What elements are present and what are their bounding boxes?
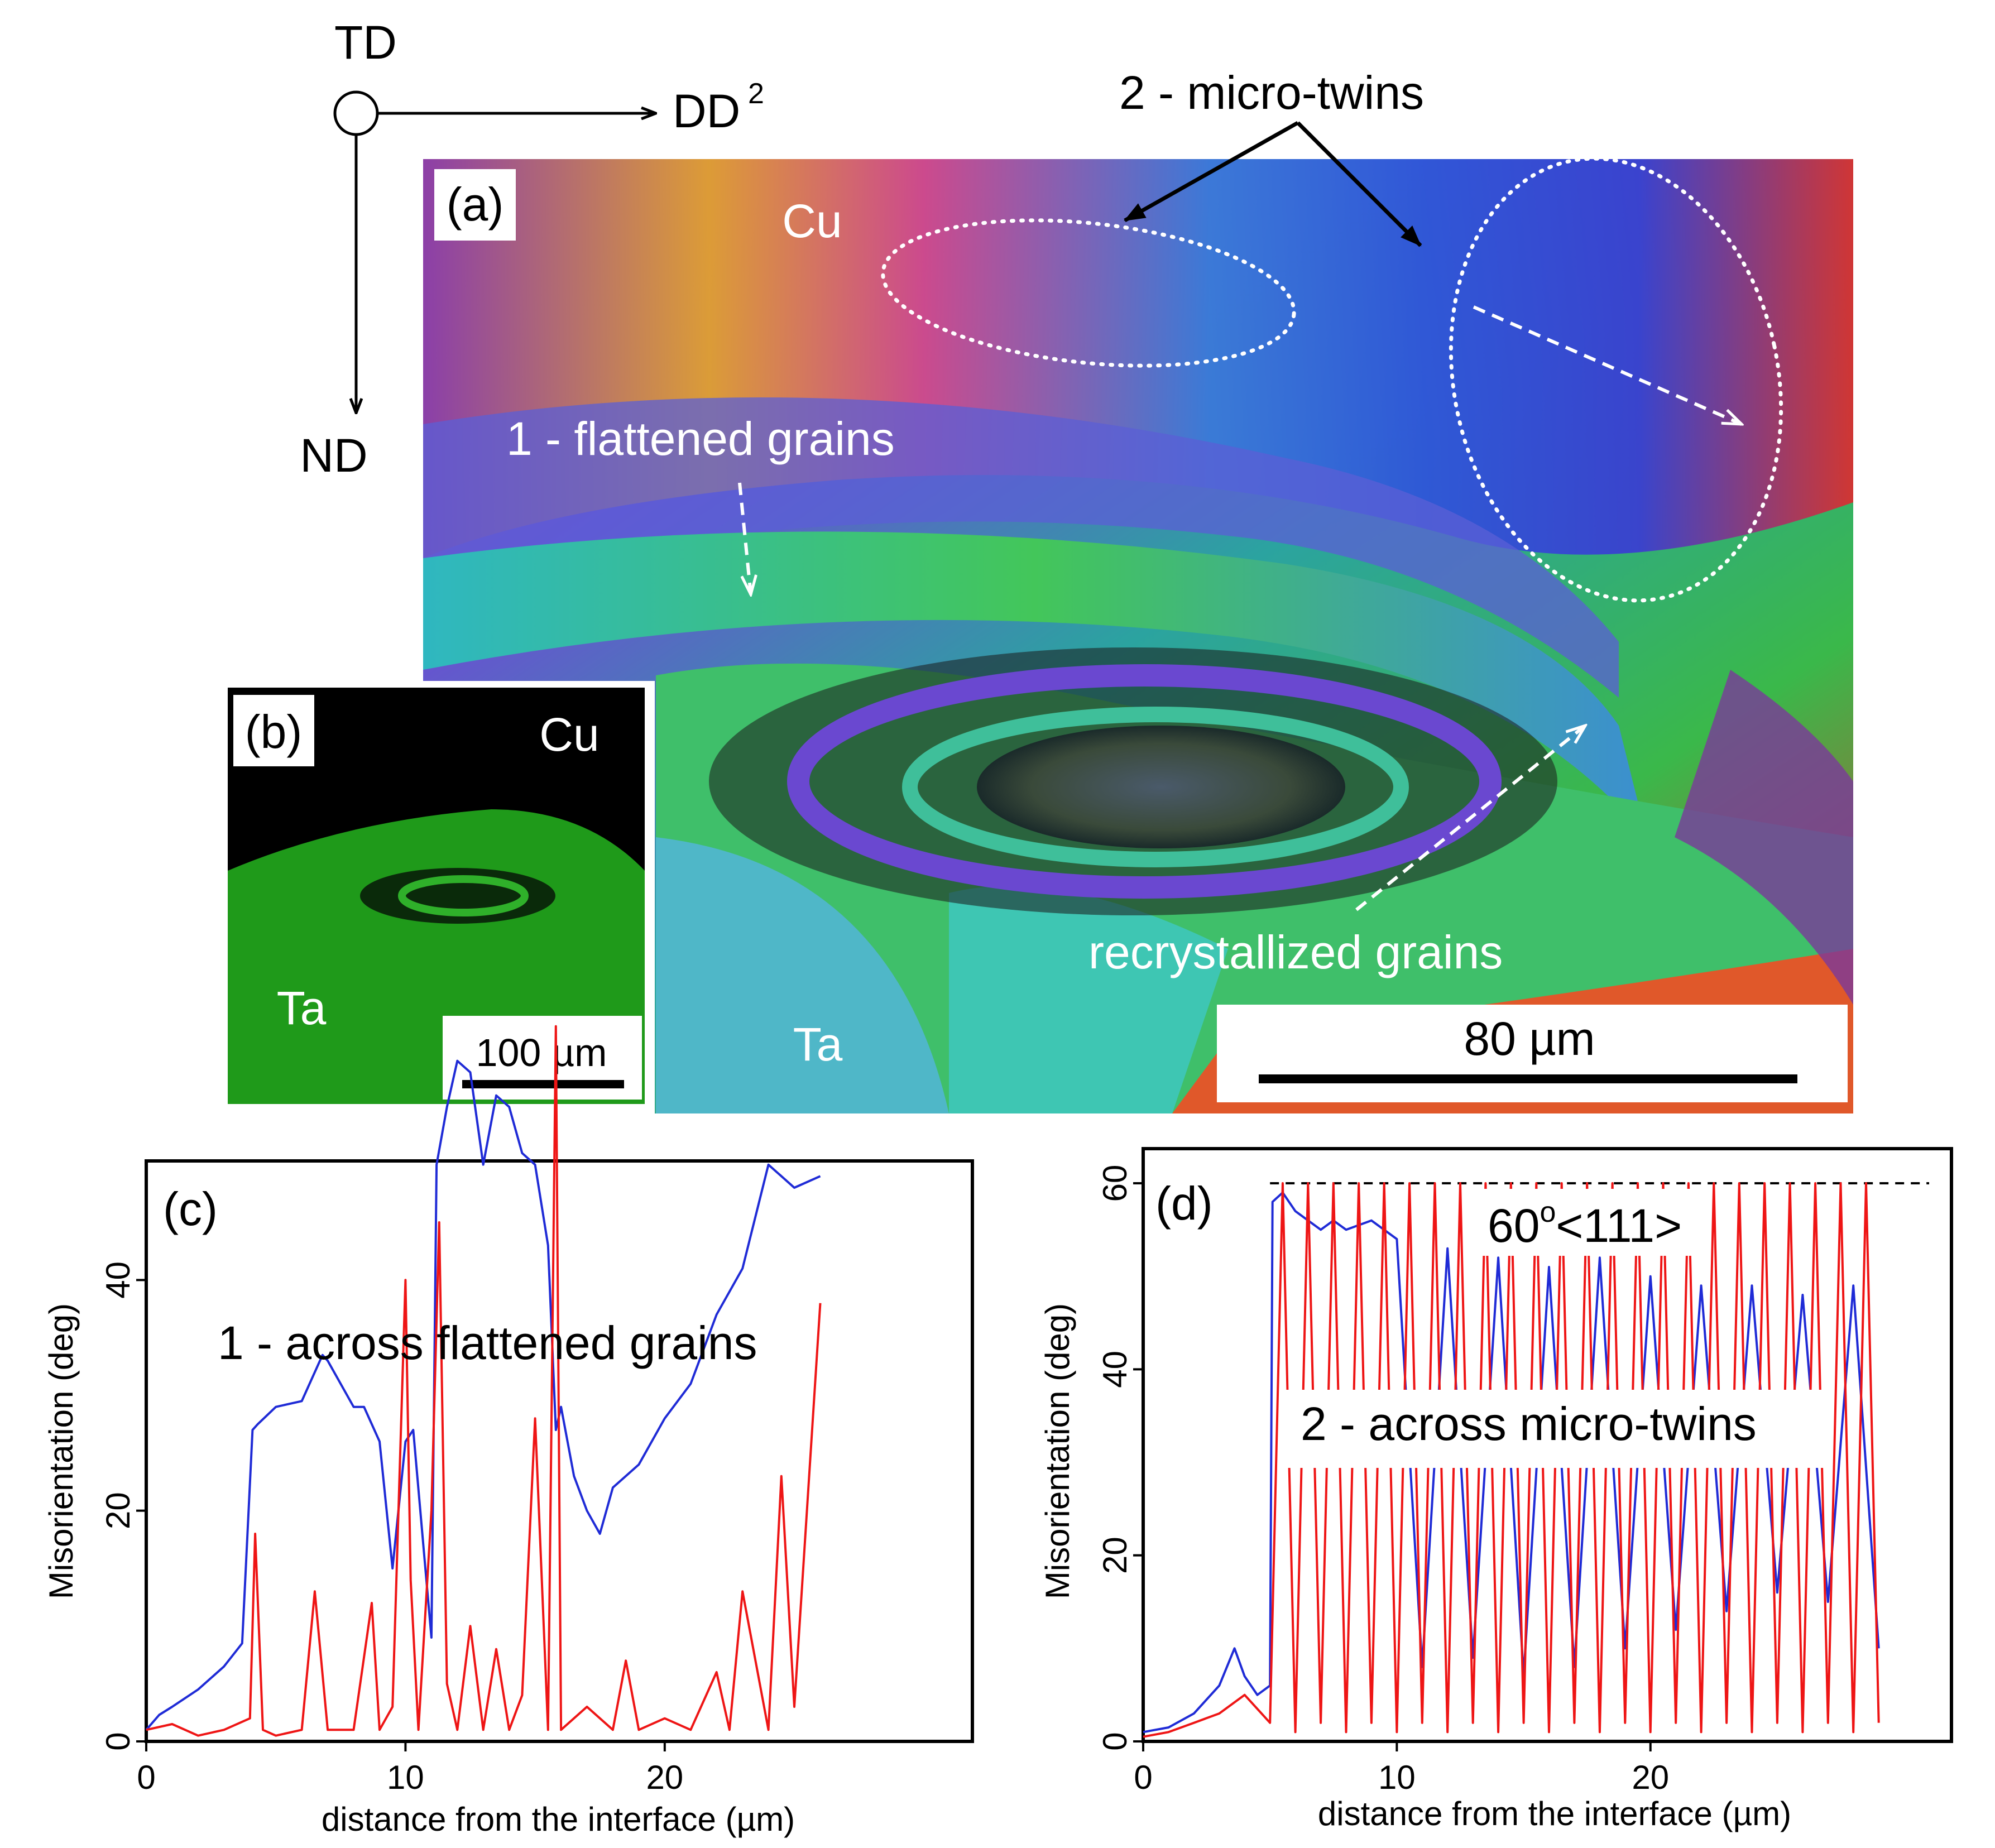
reference-label-value: 60 [1488, 1199, 1540, 1252]
twin-region-ellipse-1 [881, 218, 1296, 368]
axes-triad: TD DD 2 ND [300, 16, 764, 482]
chart-c-x-axis-label: distance from the interface (µm) [322, 1801, 795, 1838]
panel-a-scale-bar [1259, 1074, 1797, 1083]
chart-c-tag: (c) [163, 1183, 218, 1235]
td-label: TD [334, 16, 397, 69]
chart-d-reference-label-box [1476, 1189, 1711, 1256]
flattened-band-violet [423, 397, 1619, 698]
panel-b-scale-bar [462, 1080, 624, 1088]
vortex-ring-green [902, 707, 1409, 867]
panel-a-tag: (a) [447, 178, 504, 231]
panel-b: (b) Cu Ta 100 µm [222, 681, 655, 1113]
chart-c-y-axis-label: Misorientation (deg) [42, 1303, 80, 1599]
vortex-core [977, 726, 1345, 848]
dd-superscript: 2 [748, 78, 764, 110]
chart-d-annotation-box [1284, 1390, 1828, 1468]
twin-region-ellipse-2 [1449, 156, 1783, 603]
panel-b-scale-label: 100 µm [476, 1031, 607, 1074]
flattened-band-green [423, 531, 1647, 837]
chart-c-x-tick-label: 10 [387, 1759, 424, 1796]
vortex-ring-violet [787, 664, 1502, 899]
panel-a-cu-label: Cu [782, 195, 842, 247]
reference-label-direction: <111> [1556, 1199, 1682, 1252]
chart-d-x-tick-label: 10 [1378, 1759, 1416, 1796]
panel-a-scale-label: 80 µm [1464, 1012, 1595, 1065]
ta-grain-cyan [656, 837, 949, 1113]
chart-c-x-tick-label: 20 [646, 1759, 683, 1796]
chart-d-reference-label: 60o<111> [1488, 1196, 1682, 1252]
chart-d-annotation: 2 - across micro-twins [1301, 1398, 1757, 1450]
chart-d-x-axis-label: distance from the interface (µm) [1318, 1795, 1791, 1832]
td-circle-icon [333, 90, 379, 136]
flattened-grains-callout: 1 - flattened grains [506, 412, 895, 465]
chart-c-plot-area: 0 10 20 0 20 40 [99, 1025, 822, 1796]
chart-c-series-1-line [146, 1025, 822, 1737]
panel-b-tag: (b) [245, 705, 303, 758]
chart-c-annotation: 1 - across flattened grains [218, 1317, 757, 1369]
panel-a-tag-box [434, 169, 516, 241]
chart-c-x-tick-label: 0 [137, 1759, 155, 1796]
twin-direction-arrow-icon [1473, 305, 1742, 424]
chart-d-tag: (d) [1155, 1177, 1213, 1230]
panel-b-vortex-ring [398, 875, 529, 916]
chart-c-series-0-line [145, 1059, 821, 1731]
panel-a-scale-box [1217, 1005, 1848, 1102]
chart-d-y-tick-label: 40 [1096, 1351, 1134, 1388]
cu-grain-purple [1675, 670, 1853, 1005]
chart-c-y-tick-label: 40 [99, 1261, 137, 1299]
micro-twins-callout: 2 - micro-twins [1119, 66, 1424, 119]
panel-b-cu-label: Cu [539, 708, 599, 761]
chart-d-y-tick-label: 60 [1096, 1165, 1134, 1202]
panel-a: (a) Cu Ta 2 - micro-twins 1 - flattened … [423, 66, 1853, 1113]
chart-d-y-tick-label: 0 [1096, 1732, 1134, 1750]
chart-d-y-axis-label: Misorientation (deg) [1039, 1303, 1076, 1599]
panel-b-vortex-core [441, 889, 491, 903]
chart-d-x-tick-label: 20 [1632, 1759, 1669, 1796]
panel-b-ta-label: Ta [277, 982, 327, 1034]
recrystallized-grains-callout: recrystallized grains [1088, 926, 1503, 978]
reference-label-degree: o [1540, 1196, 1556, 1228]
chart-d-y-tick-label: 20 [1096, 1537, 1134, 1574]
dd-label: DD [673, 85, 740, 137]
chart-d-plot-area: 0 10 20 0 20 40 60 [1096, 1165, 1929, 1796]
ta-grain-teal [949, 886, 1228, 1113]
twin-callout-arrow-2-icon [1296, 121, 1422, 247]
chart-d-x-tick-label: 0 [1134, 1759, 1152, 1796]
chart-c: 0 10 20 0 20 40 (c) 1 - across flattened grai… [42, 1025, 974, 1838]
chart-c-y-tick-label: 20 [99, 1492, 137, 1529]
chart-d-series-0-line [1143, 1191, 1880, 1734]
panel-a-ta-label: Ta [793, 1018, 843, 1071]
recrystallized-arrow-icon [1355, 726, 1585, 911]
twin-callout-arrow-1-icon [1124, 121, 1299, 223]
chart-c-y-tick-label: 0 [99, 1732, 137, 1750]
panel-b-tag-box [233, 695, 314, 766]
nd-label: ND [300, 429, 367, 482]
